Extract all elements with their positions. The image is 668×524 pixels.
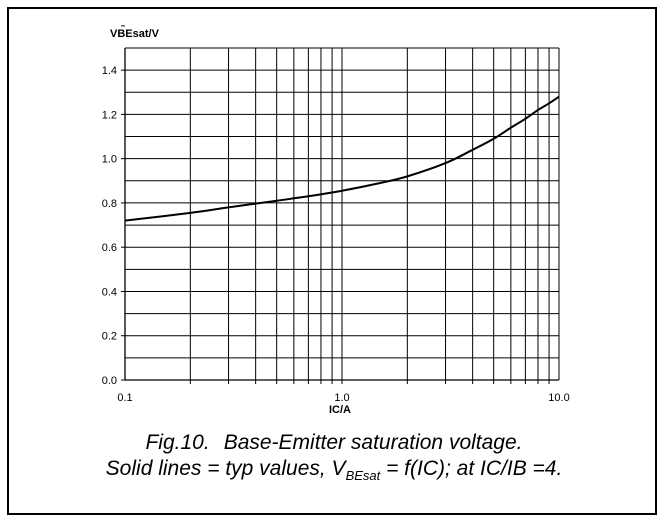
- y-tick-label: 0.4: [102, 286, 117, 298]
- series-line: [124, 95, 560, 222]
- x-tick-label: 1.0: [334, 392, 349, 404]
- y-tick-label: 0.0: [102, 375, 117, 387]
- y-tick-label: 0.2: [102, 331, 117, 343]
- caption-suffix: = f(IC); at IC/IB =4.: [380, 457, 563, 480]
- y-axis-label: VBEsat/V: [110, 28, 160, 40]
- y-tick-label: 0.8: [102, 198, 117, 210]
- figure-frame: [7, 7, 657, 515]
- caption-prefix: Solid lines = typ values, V: [105, 457, 346, 480]
- x-axis-label: IC/A: [329, 404, 351, 416]
- caption-title: Base-Emitter saturation voltage.: [223, 431, 523, 454]
- caption-line-1: Fig.10. Base-Emitter saturation voltage.: [0, 431, 668, 455]
- caption-fig-number: Fig.10.: [145, 431, 210, 454]
- y-tick-label: 1.2: [102, 109, 117, 121]
- tick-labels: 0.0 0.2 0.4 0.6 0.8 1.0 1.2 1.4 0.1 1.0 10.0: [102, 65, 570, 404]
- chart: 0.0 0.2 0.4 0.6 0.8 1.0 1.2 1.4 0.1 1.0 10.0 VBEsa…: [102, 25, 570, 416]
- y-tick-label: 1.0: [102, 154, 117, 166]
- y-tick-label: 1.4: [102, 65, 117, 77]
- caption-subscript: BEsat: [345, 468, 381, 484]
- grid: [121, 25, 560, 384]
- x-tick-label: 10.0: [548, 392, 569, 404]
- y-tick-label: 0.6: [102, 242, 117, 254]
- caption-line-2: Solid lines = typ values, VBEsat = f(IC)…: [0, 457, 668, 483]
- x-tick-label: 0.1: [117, 392, 132, 404]
